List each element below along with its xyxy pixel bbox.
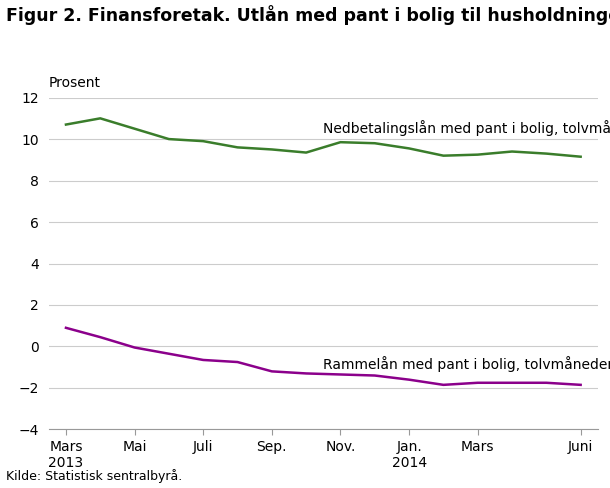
Text: Nedbetalingslån med pant i bolig, tolvmånedersvekst: Nedbetalingslån med pant i bolig, tolvmå… bbox=[323, 120, 610, 136]
Text: Rammelån med pant i bolig, tolvmånedersvekst: Rammelån med pant i bolig, tolvmånedersv… bbox=[323, 356, 610, 372]
Text: Prosent: Prosent bbox=[49, 76, 101, 90]
Text: Kilde: Statistisk sentralbyrå.: Kilde: Statistisk sentralbyrå. bbox=[6, 469, 182, 483]
Text: Figur 2. Finansforetak. Utlån med pant i bolig til husholdninger, fordelt på typ: Figur 2. Finansforetak. Utlån med pant i… bbox=[6, 5, 610, 25]
